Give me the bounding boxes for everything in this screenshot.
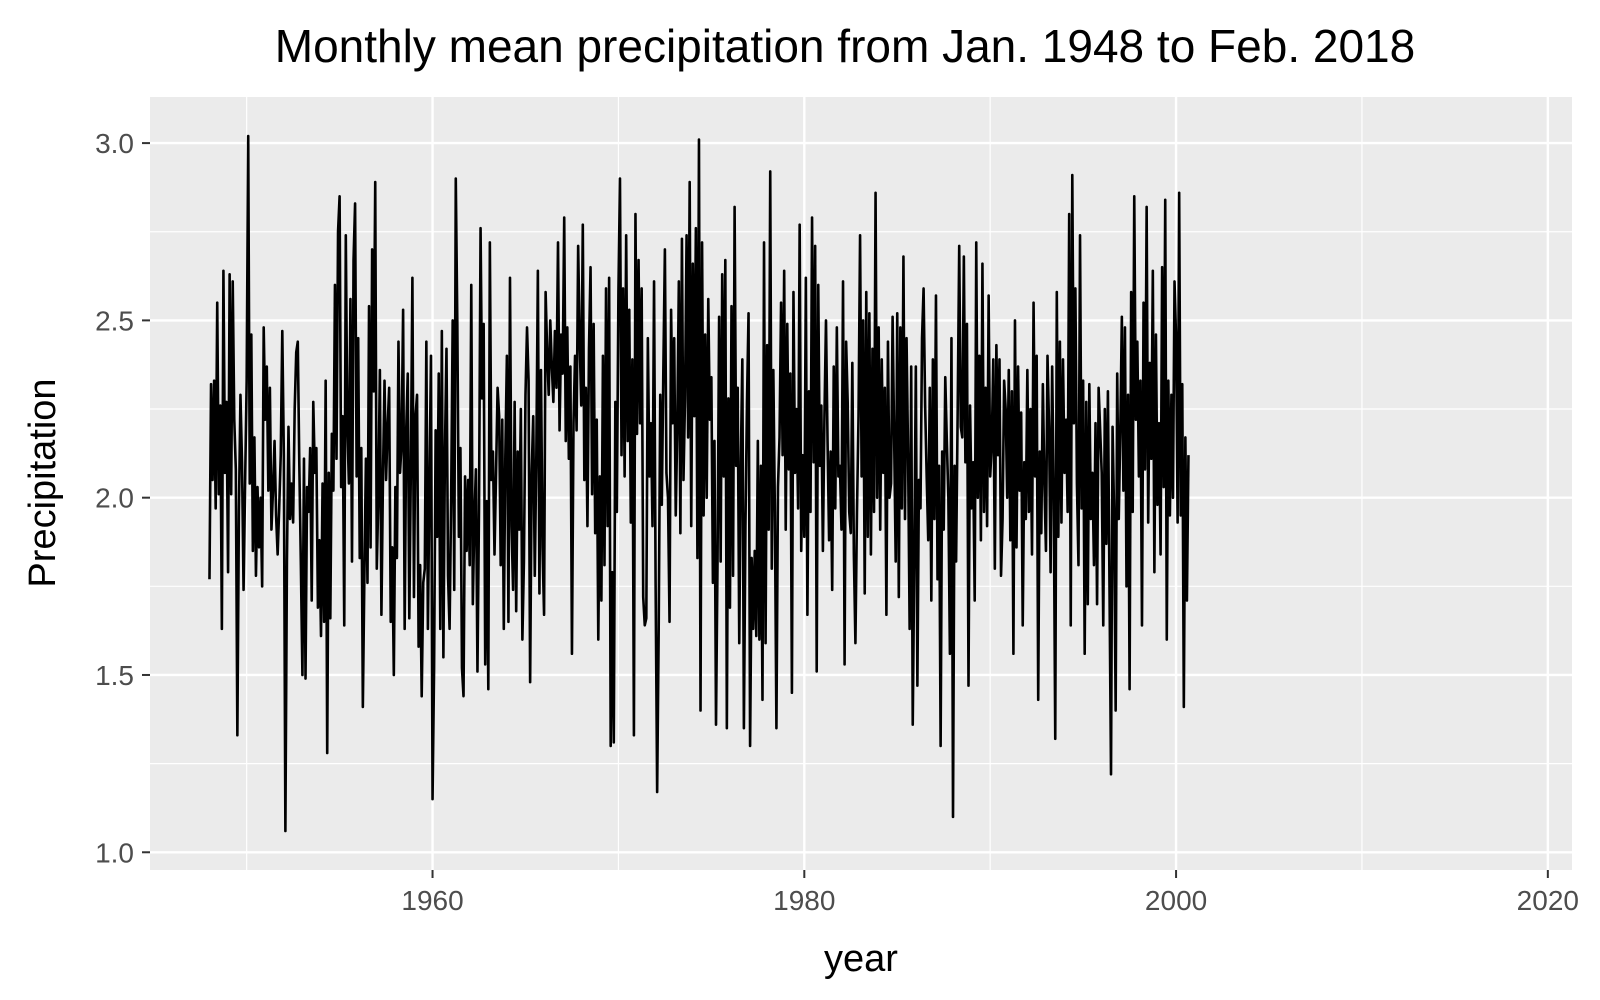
- y-tick-label: 3.0: [95, 128, 134, 159]
- precipitation-series-line: [208, 134, 1190, 833]
- series-layer: [208, 134, 1190, 833]
- y-tick-label: 1.5: [95, 660, 134, 691]
- x-axis-title: year: [824, 938, 898, 980]
- x-tick-label: 1960: [401, 885, 463, 916]
- y-axis: 1.0 1.5 2.0 2.5 3.0: [95, 128, 150, 868]
- chart-title: Monthly mean precipitation from Jan. 194…: [275, 20, 1415, 72]
- y-tick-label: 2.0: [95, 483, 134, 514]
- x-tick-label: 2000: [1145, 885, 1207, 916]
- x-axis: 1960 1980 2000 2020: [401, 870, 1579, 916]
- y-tick-label: 2.5: [95, 305, 134, 336]
- y-tick-label: 1.0: [95, 837, 134, 868]
- x-tick-label: 1980: [773, 885, 835, 916]
- x-tick-label: 2020: [1517, 885, 1579, 916]
- y-axis-title: Precipitation: [22, 378, 64, 587]
- plot-panel: [150, 97, 1572, 870]
